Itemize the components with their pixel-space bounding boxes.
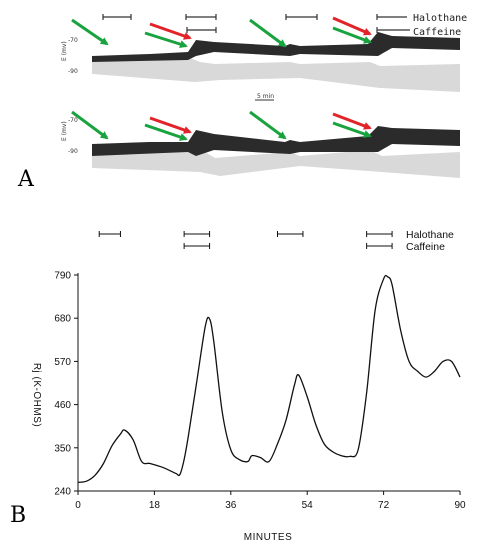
panel-a-arrows <box>71 16 372 141</box>
trace-lower-noise <box>92 58 460 92</box>
panel-b: Halothane Caffeine 240 350 460 570 680 790 0 18… <box>10 229 466 543</box>
panel-a-letter: A <box>17 167 35 192</box>
green-arrow <box>71 18 109 46</box>
x-tick-label: 36 <box>225 500 237 511</box>
y-tick-label: 680 <box>54 314 71 325</box>
green-arrow <box>71 110 109 140</box>
x-axis-title: MINUTES <box>244 532 293 543</box>
y-tick-label: 790 <box>54 271 71 282</box>
panel-a-exposure-bars-top <box>102 14 410 33</box>
exposure-bar <box>186 27 217 33</box>
panel-a-legend-caffeine: Caffeine <box>413 27 461 38</box>
halothane-exposure-bar <box>98 231 121 237</box>
chart-axes <box>77 273 460 492</box>
panel-a-legend-halothane: Halothane <box>413 13 467 24</box>
scale-bar-label: 5 min <box>257 93 274 100</box>
series-line <box>77 274 461 484</box>
x-tick-label: 90 <box>454 500 466 511</box>
x-tick-label: 54 <box>302 500 314 511</box>
green-arrow <box>332 121 372 138</box>
y-tick-label: 570 <box>54 357 71 368</box>
trace-scale-label-low-2: -90 <box>68 148 78 155</box>
x-tick-label: 18 <box>149 500 161 511</box>
panel-b-legend-caffeine: Caffeine <box>406 241 445 253</box>
green-arrow <box>332 26 372 44</box>
halothane-exposure-bar <box>366 231 393 237</box>
chart-ticks: 240 350 460 570 680 790 0 18 36 54 72 90 <box>54 271 466 512</box>
caffeine-exposure-bar <box>366 243 393 249</box>
trace-unit-label-2: E (mv) <box>61 121 68 141</box>
green-arrow <box>249 110 287 140</box>
exposure-bar <box>376 14 407 20</box>
panel-b-letter: B <box>10 503 26 528</box>
y-axis-title: Rj (K-OHMS) <box>31 363 42 427</box>
panel-a-trace-lower: -70 E (mv) -90 <box>61 117 460 178</box>
red-arrow <box>149 22 192 40</box>
green-arrow <box>249 18 287 48</box>
exposure-bar <box>185 14 217 20</box>
red-arrow <box>149 116 192 134</box>
green-arrow <box>144 123 188 141</box>
trace-scale-label: -70 <box>68 37 78 44</box>
y-tick-label: 350 <box>54 443 71 454</box>
exposure-bar <box>285 14 318 20</box>
trace-band-2 <box>92 126 460 156</box>
panel-a-trace-upper: -70 E (mv) -90 <box>61 32 460 92</box>
trace-scale-label-low: -90 <box>68 68 78 75</box>
trace-scale-label-2: -70 <box>68 117 78 124</box>
y-tick-label: 460 <box>54 400 71 411</box>
exposure-bar <box>102 14 132 20</box>
chart-exposure-bars <box>98 231 393 249</box>
trace-band <box>92 32 460 62</box>
panel-b-legend-halothane: Halothane <box>406 229 454 241</box>
trace-unit-label: E (mv) <box>61 41 68 61</box>
caffeine-exposure-bar <box>183 243 211 249</box>
red-arrow <box>332 112 372 130</box>
x-tick-label: 0 <box>75 500 81 511</box>
red-arrow <box>332 16 372 36</box>
x-tick-label: 72 <box>378 500 390 511</box>
y-tick-label: 240 <box>54 487 71 498</box>
trace-lower-noise-2 <box>92 148 460 178</box>
halothane-exposure-bar <box>276 231 304 237</box>
green-arrow <box>144 31 188 48</box>
panel-a: Halothane Caffeine -70 E (mv) -90 5 min … <box>17 13 467 192</box>
exposure-bar <box>376 27 410 33</box>
halothane-exposure-bar <box>183 231 211 237</box>
